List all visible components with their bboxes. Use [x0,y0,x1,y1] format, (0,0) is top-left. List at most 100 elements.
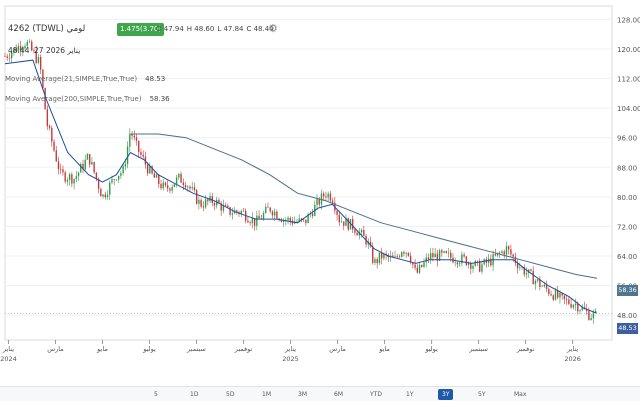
candle-body [568,299,570,304]
candle-body [465,256,468,266]
candle-body [64,172,66,182]
candle-body [438,250,441,261]
range-button-1y[interactable]: 1Y [406,391,414,398]
candle-body [135,137,138,141]
ma-slow-line [130,133,598,279]
ohlc-readout: O 47.94 H 48.60 L 47.84 C 48.44 [156,25,274,33]
candle-body [62,169,64,173]
candle-body [35,51,37,63]
range-button-ytd[interactable]: YTD [370,391,382,398]
range-button-5y[interactable]: 5Y [478,391,486,398]
candle-body [557,290,559,298]
candle-body [256,215,258,226]
candle-body [57,161,60,170]
range-button-3y[interactable]: 3Y [438,389,454,400]
candle-body [479,260,481,272]
x-tick-label: مايو [378,345,390,353]
ma-fast-legend[interactable]: Moving Average(21,SIMPLE,True,True) 48.53 [5,75,166,83]
candle-body [514,256,517,263]
candle-body [204,199,207,208]
candle-body [242,210,245,212]
range-button-6m[interactable]: 6M [334,391,343,398]
candle-body [100,188,102,197]
candle-body [162,182,164,189]
price-chart[interactable]: 128.00 120.00 112.00 104.00 96.00 88.00 80.00 7… [0,0,640,386]
candle-body [280,219,283,222]
candle-body [55,150,57,162]
x-tick-label: مايو [96,345,108,353]
candle-body [585,309,588,312]
range-button-max[interactable]: Max [514,391,527,398]
x-tick-label: سبتمبر [186,345,206,353]
candle-body [336,210,338,215]
candle-body [327,193,329,198]
candle-body [476,260,479,262]
candle-body [88,154,91,165]
last-price-tag: 48.53 [617,323,638,334]
range-button-1m[interactable]: 1M [262,391,271,398]
candle-body [574,303,577,306]
y-tick-label: 88.00 [617,164,637,172]
candle-body [207,199,209,202]
candle-body [160,183,162,189]
candle-body [13,48,15,53]
candle-body [503,251,505,255]
candle-body [552,295,554,300]
candle-body [519,267,521,269]
candle-body [104,194,106,198]
candle-body [530,269,532,271]
y-tick-label: 120.00 [617,46,640,54]
candle-body [539,279,541,287]
candle-body [429,253,432,260]
y-tick-label: 96.00 [617,135,637,143]
candle-body [298,218,300,222]
candle-body [416,267,419,273]
range-button-3m[interactable]: 3M [298,391,307,398]
candle-body [282,220,285,222]
candle-body [351,219,354,230]
ma-slow-legend[interactable]: Moving Average(200,SIMPLE,True,True) 58.3… [5,95,170,103]
y-tick-label: 112.00 [617,76,640,84]
symbol-title: 4262 (TDWL) لومي [8,24,86,34]
candle-body [115,179,118,181]
candle-body [182,182,184,186]
candle-body [53,141,55,151]
candle-body [271,211,274,216]
candle-body [71,174,73,184]
candle-body [6,56,8,58]
range-button-5d[interactable]: 5D [226,391,235,398]
gear-icon[interactable]: ⚙ [268,22,278,35]
candle-body [536,279,539,281]
candle-body [481,264,483,272]
candle-body [450,252,452,258]
candle-body [209,196,211,202]
candle-body [155,174,158,178]
range-button-1d[interactable]: 1D [190,391,199,398]
candle-body [31,41,33,51]
candle-body [169,188,171,191]
candle-body [523,267,525,275]
candle-body [8,57,11,59]
plot-frame [4,5,613,341]
candle-body [122,166,124,174]
candle-body [392,255,394,257]
range-button-5[interactable]: 5 [154,391,158,398]
candle-body [236,210,238,213]
candle-body [109,182,111,195]
candle-body [213,202,216,206]
candle-body [356,232,358,236]
candle-body [97,179,100,189]
candle-body [68,174,71,180]
candle-body [380,252,383,259]
candle-body [512,254,514,257]
candle-body [427,257,430,260]
candle-body [461,254,463,264]
candle-body [267,206,269,208]
candle-body [202,206,205,208]
candle-body [296,221,298,223]
candle-body [443,251,445,253]
candle-body [403,252,405,254]
candle-body [398,256,401,258]
y-tick-label: 72.00 [617,223,637,231]
ma-fast-line [4,59,598,314]
